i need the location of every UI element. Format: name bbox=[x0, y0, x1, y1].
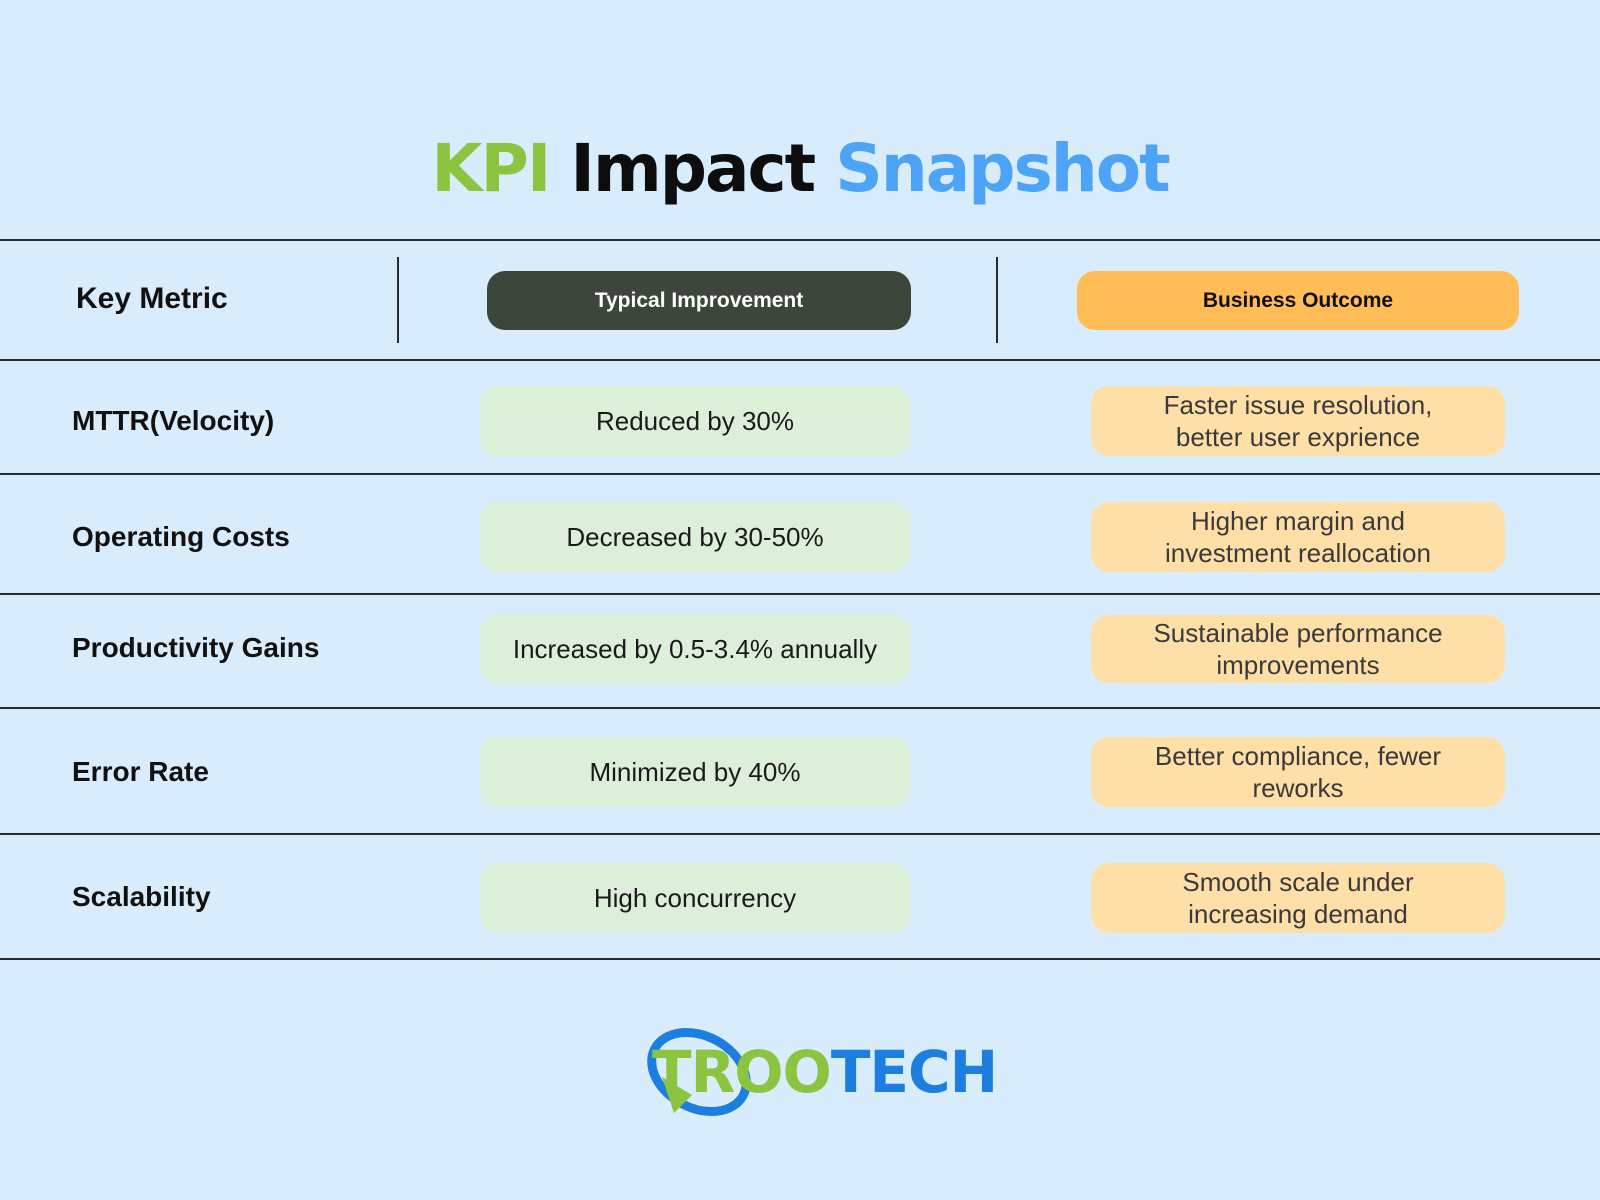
logo-text-tech: TECH bbox=[830, 1038, 998, 1106]
row-divider bbox=[0, 593, 1600, 595]
row-outcome-cell: Better compliance, fewer reworks bbox=[1091, 737, 1505, 807]
logo-swoosh-icon bbox=[647, 1027, 751, 1117]
row-outcome-cell: Sustainable performance improvements bbox=[1091, 615, 1505, 683]
page-title: KPI Impact Snapshot bbox=[0, 136, 1600, 202]
row-outcome-text: Higher margin and investment reallocatio… bbox=[1165, 506, 1431, 568]
row-metric-label: Scalability bbox=[72, 881, 211, 912]
row-divider bbox=[0, 707, 1600, 709]
row-outcome-text: Smooth scale under increasing demand bbox=[1182, 867, 1414, 929]
header-typical-improvement: Typical Improvement bbox=[487, 271, 911, 330]
row-divider bbox=[0, 833, 1600, 835]
row-outcome-text: Better compliance, fewer reworks bbox=[1154, 741, 1442, 803]
row-metric-label: Error Rate bbox=[72, 756, 209, 787]
row-improvement-cell: Decreased by 30-50% bbox=[480, 502, 910, 572]
row-outcome-cell: Smooth scale under increasing demand bbox=[1091, 863, 1505, 933]
row-divider bbox=[0, 473, 1600, 475]
title-word-snapshot: Snapshot bbox=[835, 130, 1170, 208]
row-metric-label: Operating Costs bbox=[72, 521, 290, 552]
header-bottom-divider bbox=[0, 359, 1600, 361]
title-word-kpi: KPI bbox=[431, 130, 551, 208]
logo-text-oo: OO bbox=[734, 1038, 832, 1106]
trootech-logo: TROOTECH bbox=[647, 1025, 998, 1120]
row-outcome-text: Sustainable performance improvements bbox=[1153, 618, 1443, 680]
header-business-outcome: Business Outcome bbox=[1077, 271, 1519, 330]
row-improvement-cell: Reduced by 30% bbox=[480, 386, 910, 456]
header-column-divider bbox=[996, 257, 998, 343]
table-bottom-divider bbox=[0, 958, 1600, 960]
header-column-divider bbox=[397, 257, 399, 343]
row-outcome-cell: Faster issue resolution, better user exp… bbox=[1091, 386, 1505, 456]
row-outcome-cell: Higher margin and investment reallocatio… bbox=[1091, 502, 1505, 572]
logo-text-tr: TR bbox=[652, 1038, 735, 1106]
row-metric-label: Productivity Gains bbox=[72, 632, 320, 663]
table-top-divider bbox=[0, 239, 1600, 241]
logo-wordmark: TROOTECH bbox=[652, 1043, 998, 1101]
row-improvement-cell: Minimized by 40% bbox=[480, 737, 910, 807]
header-key-metric: Key Metric bbox=[76, 282, 228, 315]
row-improvement-cell: High concurrency bbox=[480, 863, 910, 933]
title-word-impact: Impact bbox=[570, 130, 816, 208]
row-improvement-cell: Increased by 0.5-3.4% annually bbox=[480, 615, 910, 683]
row-outcome-text: Faster issue resolution, better user exp… bbox=[1163, 390, 1433, 452]
row-metric-label: MTTR(Velocity) bbox=[72, 405, 275, 436]
